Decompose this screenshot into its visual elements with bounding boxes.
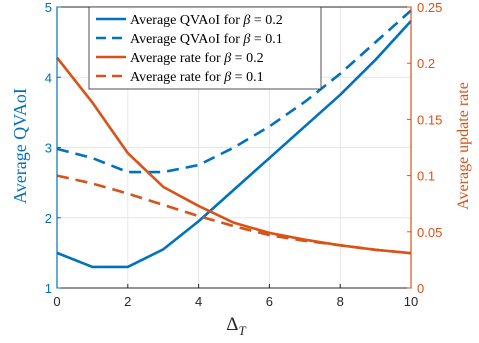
x-axis-label: ΔT [226,314,246,338]
x-tick-label: 8 [337,294,344,309]
x-tick-label: 10 [404,294,418,309]
y-right-tick-label: 0.2 [417,56,435,71]
x-tick-label: 2 [124,294,131,309]
x-tick-label: 4 [195,294,202,309]
y-right-tick-label: 0 [417,281,424,296]
y-right-tick-label: 0.05 [417,225,442,240]
series-line-1 [56,20,412,269]
y-left-tick-label: 2 [45,211,52,226]
series-line-4 [56,174,412,255]
y-left-axis-label: Average QVAoI [10,88,30,204]
y-right-tick-label: 0.25 [417,0,442,15]
y-right-tick-label: 0.15 [417,112,442,127]
legend-label: Average QVAoI for β = 0.1 [130,32,283,47]
y-right-tick-label: 0.1 [417,169,435,184]
legend-label: Average rate for β = 0.2 [130,51,264,66]
legend: Average QVAoI for β = 0.2 Average QVAoI f… [88,6,322,90]
series-layer [55,9,412,269]
series-line-2 [56,9,412,174]
y-left-tick-label: 1 [45,281,52,296]
legend-box [88,6,322,90]
y-left-tick-label: 3 [45,141,52,156]
y-left-tick-label: 5 [45,0,52,15]
x-tick-label: 0 [53,294,60,309]
x-tick-label: 6 [266,294,273,309]
legend-entries: Average QVAoI for β = 0.2 Average QVAoI f… [96,13,283,85]
y-right-axis-label: Average update rate [455,82,472,210]
x-axis-label-subscript: T [238,323,246,338]
y-left-tick-label: 4 [45,70,52,85]
legend-label: Average rate for β = 0.1 [130,70,264,85]
legend-label: Average QVAoI for β = 0.2 [130,13,283,28]
